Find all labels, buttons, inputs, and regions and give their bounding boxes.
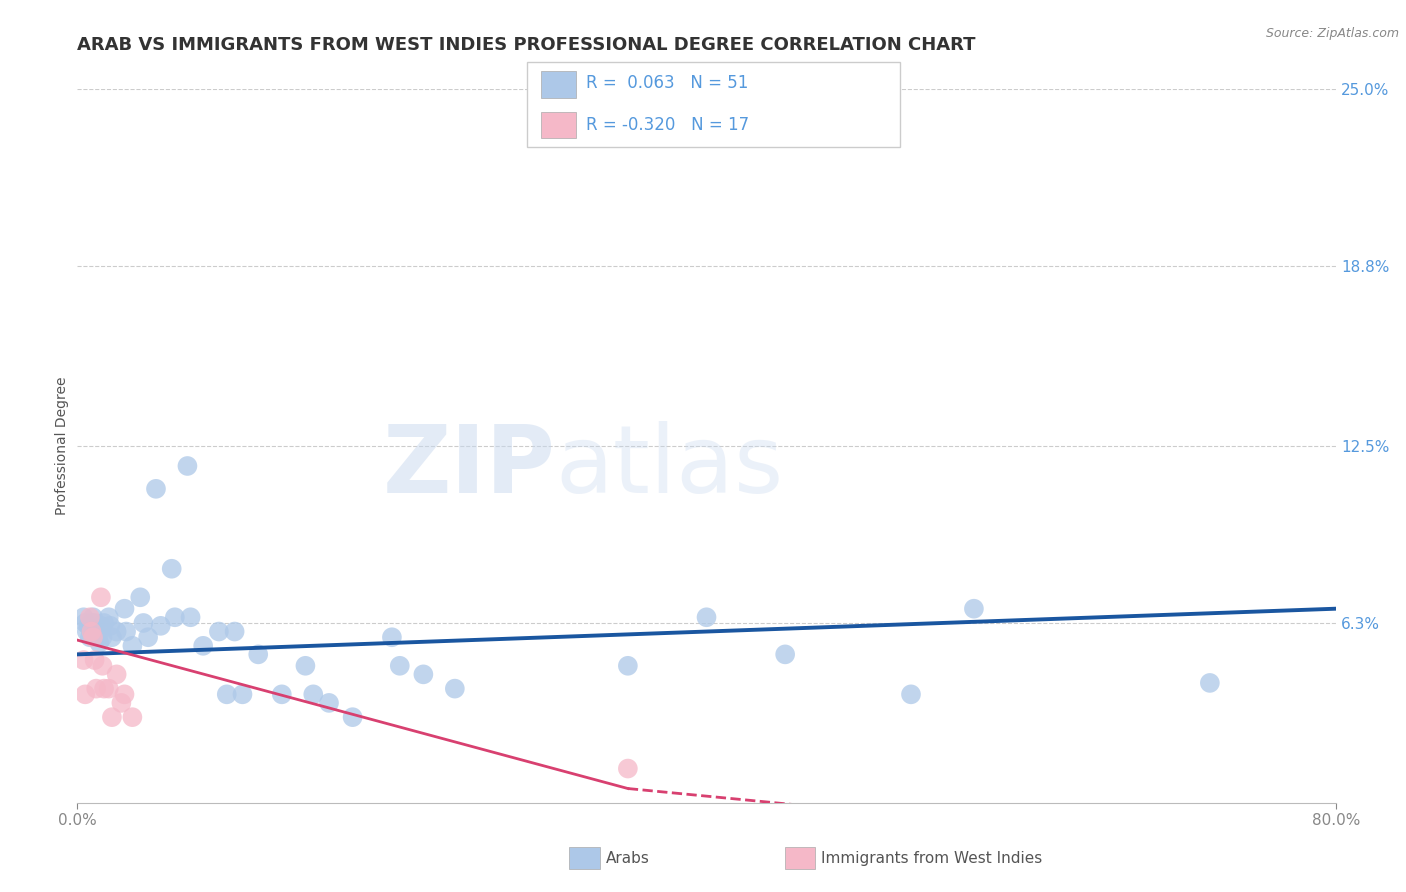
Point [98, 619, 121, 633]
Point [381, 630, 404, 644]
Point [247, 648, 270, 662]
Point [83, 653, 105, 667]
Point [93, 615, 115, 630]
Point [101, 710, 124, 724]
Point [110, 696, 132, 710]
Point [294, 658, 316, 673]
Point [82, 630, 104, 644]
Point [231, 687, 253, 701]
Point [617, 762, 640, 776]
Point [129, 591, 152, 605]
Point [163, 610, 186, 624]
Point [89, 636, 111, 650]
Point [773, 648, 796, 662]
Point [1199, 676, 1222, 690]
Point [115, 624, 138, 639]
Point [105, 624, 128, 639]
Point [91, 658, 114, 673]
Point [105, 667, 128, 681]
Point [82, 610, 104, 624]
Text: ARAB VS IMMIGRANTS FROM WEST INDIES PROFESSIONAL DEGREE CORRELATION CHART: ARAB VS IMMIGRANTS FROM WEST INDIES PROF… [77, 36, 976, 54]
Point [191, 639, 215, 653]
Point [83, 615, 105, 630]
Text: ZIP: ZIP [382, 421, 555, 514]
Point [97, 610, 120, 624]
Point [132, 615, 155, 630]
Point [80, 615, 103, 630]
Point [87, 630, 110, 644]
Point [93, 681, 115, 696]
Point [963, 601, 986, 615]
Point [72, 610, 94, 624]
Point [149, 619, 172, 633]
Point [77, 619, 100, 633]
Point [97, 681, 120, 696]
Point [90, 591, 112, 605]
Point [114, 687, 136, 701]
Point [180, 610, 202, 624]
Point [302, 687, 325, 701]
Point [114, 601, 136, 615]
Point [160, 562, 183, 576]
Point [270, 687, 292, 701]
Point [72, 653, 94, 667]
Point [75, 687, 97, 701]
Point [121, 710, 143, 724]
Point [91, 630, 114, 644]
Point [76, 624, 98, 639]
Point [121, 639, 143, 653]
Point [900, 687, 922, 701]
Point [208, 624, 231, 639]
Point [90, 619, 112, 633]
Text: atlas: atlas [555, 421, 783, 514]
Point [145, 482, 167, 496]
Point [318, 696, 340, 710]
Point [84, 624, 107, 639]
Point [176, 458, 198, 473]
Text: R =  0.063   N = 51: R = 0.063 N = 51 [586, 74, 748, 92]
Point [444, 681, 467, 696]
Point [75, 615, 97, 630]
Y-axis label: Professional Degree: Professional Degree [55, 376, 69, 516]
Point [696, 610, 718, 624]
Point [215, 687, 238, 701]
Point [84, 681, 107, 696]
Text: R = -0.320   N = 17: R = -0.320 N = 17 [586, 116, 749, 134]
Point [101, 630, 124, 644]
Point [224, 624, 246, 639]
Text: Arabs: Arabs [606, 851, 650, 865]
Point [617, 658, 640, 673]
Point [136, 630, 159, 644]
Point [342, 710, 364, 724]
Text: Immigrants from West Indies: Immigrants from West Indies [821, 851, 1042, 865]
Point [79, 630, 101, 644]
Point [388, 658, 411, 673]
Point [80, 624, 103, 639]
Point [79, 610, 101, 624]
Point [412, 667, 434, 681]
Text: Source: ZipAtlas.com: Source: ZipAtlas.com [1265, 27, 1399, 40]
